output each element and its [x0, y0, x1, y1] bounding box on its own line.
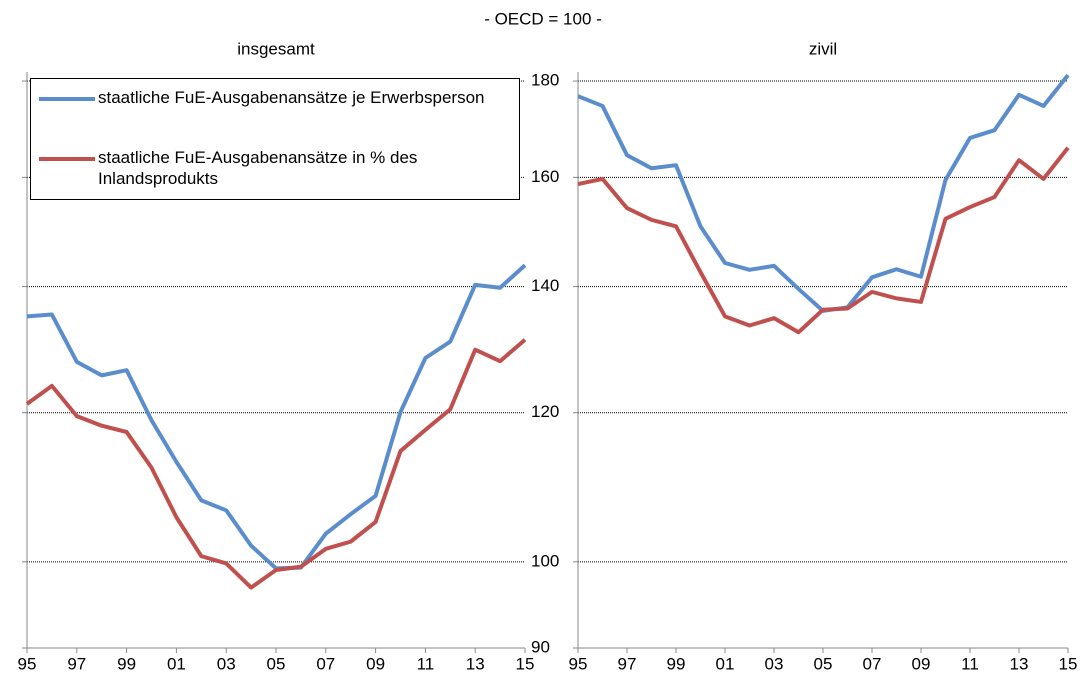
- x-tick-label: 01: [167, 654, 186, 673]
- x-tick-label: 05: [267, 654, 286, 673]
- y-tick-label: 100: [531, 551, 559, 570]
- y-tick-label: 160: [531, 167, 559, 186]
- legend: staatliche FuE-Ausgabenansätze je Erwerb…: [30, 78, 520, 200]
- x-tick-label: 13: [1010, 654, 1029, 673]
- x-tick-label: 13: [466, 654, 485, 673]
- x-tick-label: 97: [67, 654, 86, 673]
- y-tick-label: 90: [531, 637, 550, 656]
- x-tick-label: 95: [569, 654, 588, 673]
- legend-label: staatliche FuE-Ausgabenansätze je Erwerb…: [98, 88, 485, 107]
- x-tick-label: 15: [516, 654, 535, 673]
- series-line: [25, 338, 527, 590]
- series-line: [577, 146, 1070, 335]
- x-tick-label: 97: [618, 654, 637, 673]
- x-tick-label: 95: [18, 654, 37, 673]
- x-tick-label: 07: [863, 654, 882, 673]
- x-tick-label: 99: [117, 654, 136, 673]
- x-tick-label: 99: [667, 654, 686, 673]
- x-tick-label: 03: [217, 654, 236, 673]
- x-tick-label: 15: [1059, 654, 1078, 673]
- x-tick-label: 07: [316, 654, 335, 673]
- x-tick-label: 09: [366, 654, 385, 673]
- x-tick-label: 11: [961, 654, 979, 673]
- legend-label: staatliche FuE-Ausgabenansätze in % des …: [98, 148, 418, 188]
- legend-swatches: [39, 97, 95, 161]
- x-tick-label: 09: [912, 654, 931, 673]
- chart-title: - OECD = 100 -: [484, 9, 602, 28]
- series-line: [577, 73, 1070, 313]
- y-tick-label: 140: [531, 276, 559, 295]
- x-tick-label: 03: [765, 654, 784, 673]
- x-tick-label: 11: [417, 654, 435, 673]
- series-line: [26, 263, 527, 571]
- panel-title: insgesamt: [237, 39, 315, 58]
- y-tick-label: 120: [531, 402, 559, 421]
- x-tick-label: 05: [814, 654, 833, 673]
- y-tick-label: 180: [531, 71, 559, 90]
- panel-title: zivil: [809, 39, 837, 58]
- x-tick-label: 01: [716, 654, 735, 673]
